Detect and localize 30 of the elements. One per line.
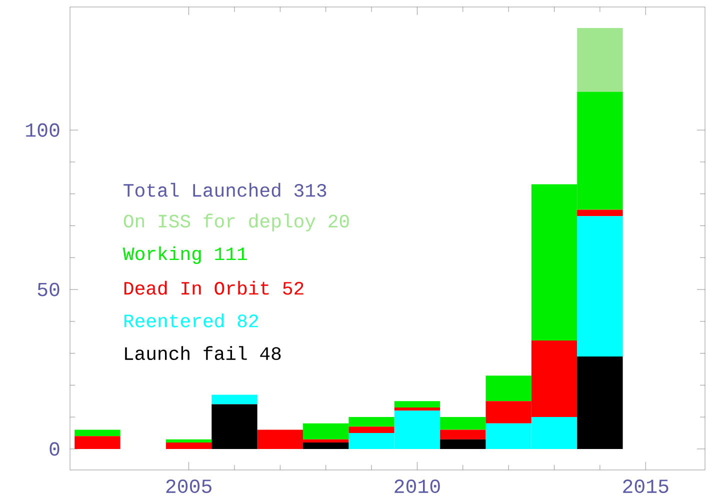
bar xyxy=(440,439,486,449)
bar xyxy=(440,417,486,430)
text: Launch fail 48 xyxy=(125,346,281,360)
bar xyxy=(486,376,532,402)
bar xyxy=(348,426,394,433)
bar xyxy=(577,210,623,216)
text: On ISS for deploy 20 xyxy=(124,214,349,232)
x-tick-label: 2010 xyxy=(394,480,440,494)
text: Dead In Orbit 52 xyxy=(124,280,304,295)
bar xyxy=(212,404,258,449)
y-tick-label: 50 xyxy=(38,282,60,296)
bar xyxy=(166,439,212,443)
bar xyxy=(302,442,349,449)
bar xyxy=(74,430,120,436)
bar xyxy=(166,442,212,449)
bar xyxy=(577,28,623,92)
text: Working 111 xyxy=(122,246,247,264)
bar xyxy=(577,216,623,356)
text: Reentered 82 xyxy=(124,313,258,328)
bar xyxy=(440,430,486,440)
bar xyxy=(74,436,120,449)
bar xyxy=(577,356,623,449)
bar xyxy=(394,407,440,411)
bar xyxy=(394,401,440,408)
bar xyxy=(212,394,258,404)
legend-title: Total Launched 313 xyxy=(124,182,326,197)
x-tick-label: 2005 xyxy=(166,480,212,494)
y-tick-label: 100 xyxy=(26,123,60,137)
y-tick-label: 0 xyxy=(50,442,60,456)
x-tick-label: 2015 xyxy=(623,480,668,494)
